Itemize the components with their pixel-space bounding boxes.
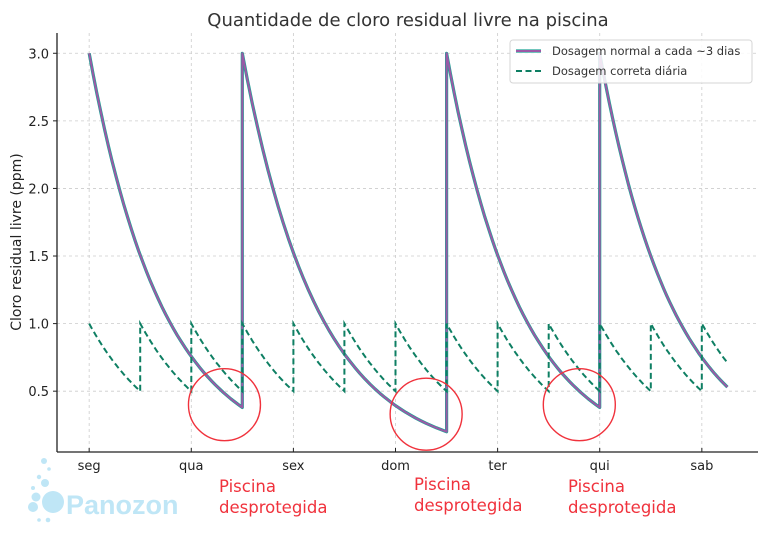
y-tick-label: 1.5 <box>28 250 49 265</box>
y-tick-label: 2.0 <box>28 182 49 197</box>
x-tick-label: ter <box>488 459 507 474</box>
logo-text: Panozon <box>66 490 179 520</box>
series-normal-line <box>88 52 729 433</box>
legend-box <box>509 39 753 84</box>
x-tick-label: dom <box>381 459 410 474</box>
legend-daily-label: Dosagem correta diária <box>552 64 687 78</box>
x-tick-label: sab <box>690 459 713 474</box>
unprotected-circle <box>187 367 262 442</box>
unprotected-circle <box>389 377 463 451</box>
panozon-logo: Panozon <box>28 458 179 523</box>
x-tick-label: qui <box>590 459 610 474</box>
y-tick-label: 0.5 <box>28 385 49 400</box>
y-tick-label: 3.0 <box>28 47 49 62</box>
unprotected-label: desprotegida <box>568 498 676 517</box>
axes <box>56 33 758 453</box>
unprotected-circle <box>542 367 617 442</box>
plot-area <box>87 51 729 434</box>
grid-lines <box>57 33 758 452</box>
x-axis-ticks: seg qua sex dom ter qui sab <box>78 448 713 474</box>
unprotected-label: desprotegida <box>414 496 522 515</box>
x-tick-label: qua <box>179 459 203 474</box>
y-tick-label: 2.5 <box>28 115 49 130</box>
series-normal-edge <box>87 51 729 434</box>
x-tick-label: seg <box>78 459 101 474</box>
legend: Dosagem normal a cada ~3 dias Dosagem co… <box>509 39 753 84</box>
bubbles-icon <box>28 458 64 523</box>
annotations: Piscina desprotegida Piscina desprotegida Pi… <box>187 367 676 517</box>
legend-normal-label: Dosagem normal a cada ~3 dias <box>552 44 740 58</box>
unprotected-label: Piscina <box>219 477 276 496</box>
x-tick-label: sex <box>282 459 305 474</box>
unprotected-label: Piscina <box>414 475 471 494</box>
unprotected-label: Piscina <box>568 477 625 496</box>
unprotected-label: desprotegida <box>219 498 327 517</box>
y-tick-label: 1.0 <box>28 318 49 333</box>
series-daily-line <box>88 319 729 394</box>
y-axis-label: Cloro residual livre (ppm) <box>9 153 25 331</box>
chart-title: Quantidade de cloro residual livre na pi… <box>207 10 608 31</box>
y-axis-ticks: 0.5 1.0 1.5 2.0 2.5 3.0 <box>28 47 57 400</box>
